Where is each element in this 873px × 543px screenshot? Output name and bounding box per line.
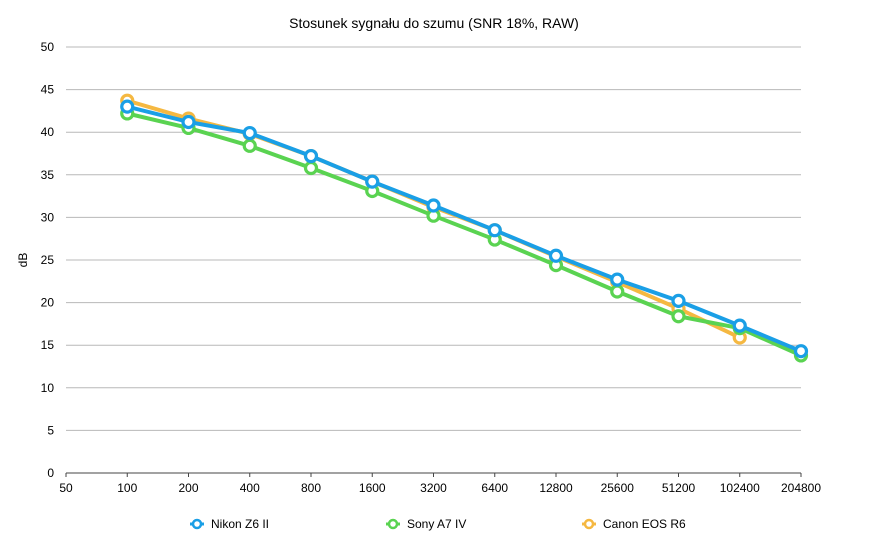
x-tick-label: 6400: [481, 481, 508, 495]
series-layer: [120, 93, 809, 363]
y-tick-label: 25: [41, 253, 55, 267]
y-tick-label: 50: [41, 40, 55, 54]
y-axis-label: dB: [16, 253, 30, 268]
x-tick-label: 800: [301, 481, 321, 495]
x-tick-label: 204800: [781, 481, 821, 495]
series-nikon-z6-ii: [120, 99, 809, 359]
data-point-nikon-z6-ii: [793, 344, 809, 359]
x-tick-label: 25600: [601, 481, 635, 495]
x-tick-label: 1600: [359, 481, 386, 495]
legend-item-sony-a7-iv: Sony A7 IV: [386, 517, 466, 531]
data-point-nikon-z6-ii: [487, 223, 502, 238]
y-tick-label: 40: [41, 125, 55, 139]
x-tick-label: 51200: [662, 481, 696, 495]
data-point-nikon-z6-ii: [610, 272, 625, 287]
series-sony-a7-iv: [120, 106, 809, 363]
legend-marker: [583, 518, 595, 530]
y-tick-label: 5: [47, 423, 54, 437]
y-tick-label: 35: [41, 168, 55, 182]
y-tick-label: 15: [41, 338, 55, 352]
x-tick-label: 400: [240, 481, 260, 495]
data-point-nikon-z6-ii: [426, 198, 441, 213]
grid-lines: [66, 46, 801, 474]
y-tick-label: 45: [41, 83, 55, 97]
legend-marker: [387, 518, 399, 530]
data-point-nikon-z6-ii: [732, 318, 747, 333]
x-tick-label: 102400: [720, 481, 760, 495]
series-line-nikon-z6-ii: [125, 104, 803, 354]
data-point-nikon-z6-ii: [548, 248, 564, 263]
legend-label: Canon EOS R6: [603, 517, 686, 531]
data-point-nikon-z6-ii: [242, 125, 257, 141]
x-tick-label: 200: [178, 481, 198, 495]
legend: Nikon Z6 II Sony A7 IV Canon EOS R6: [190, 517, 686, 531]
y-tick-label: 20: [41, 296, 55, 310]
y-tick-labels: 0 5 10 15 20 25 30 35 40 45 50: [41, 40, 55, 480]
data-point-nikon-z6-ii: [671, 293, 686, 308]
legend-marker: [191, 518, 203, 530]
data-point-nikon-z6-ii: [120, 99, 135, 114]
data-point-nikon-z6-ii: [181, 114, 196, 130]
data-point-sony-a7-iv: [610, 284, 625, 299]
series-line-sony-a7-iv: [125, 111, 803, 358]
x-tick-label: 12800: [539, 481, 573, 495]
x-tick-label: 50: [59, 481, 73, 495]
x-tick-labels: 50 100 200 400 800 1600 3200 6400 12800 25600 5120…: [59, 473, 821, 495]
data-point-nikon-z6-ii: [365, 174, 380, 189]
y-tick-label: 0: [47, 466, 54, 480]
data-point-nikon-z6-ii: [303, 148, 319, 164]
data-point-sony-a7-iv: [303, 160, 319, 176]
data-point-sony-a7-iv: [671, 309, 686, 324]
data-point-sony-a7-iv: [242, 138, 257, 153]
legend-label: Sony A7 IV: [407, 517, 466, 531]
legend-item-canon-eos-r6: Canon EOS R6: [582, 517, 686, 531]
y-tick-label: 10: [41, 381, 55, 395]
legend-item-nikon-z6-ii: Nikon Z6 II: [190, 517, 269, 531]
x-tick-label: 100: [117, 481, 137, 495]
legend-label: Nikon Z6 II: [211, 517, 269, 531]
chart-title: Stosunek sygnału do szumu (SNR 18%, RAW): [289, 15, 579, 31]
y-tick-label: 30: [41, 210, 55, 224]
x-tick-label: 3200: [420, 481, 447, 495]
